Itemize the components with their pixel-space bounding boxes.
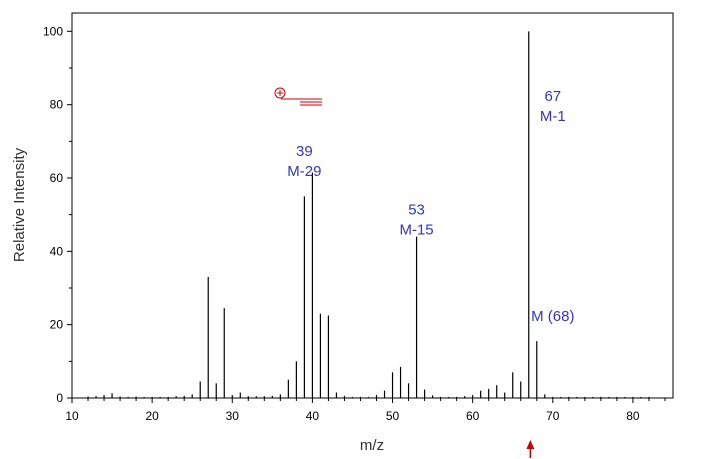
plot-frame	[71, 12, 674, 399]
peak-annotation-label: M (68)	[531, 308, 574, 325]
peak-annotation-label: 53	[408, 202, 425, 219]
x-tick-label: 20	[145, 409, 159, 423]
x-tick-label: 10	[65, 409, 79, 423]
x-tick-label: 50	[386, 409, 400, 423]
spectrum-bars	[87, 31, 650, 398]
x-axis-label: m/z	[360, 437, 384, 454]
y-tick-label: 80	[50, 98, 64, 112]
x-tick-label: 40	[306, 409, 320, 423]
peak-annotation-label: 39	[296, 143, 313, 160]
y-axis-label: Relative Intensity	[11, 147, 28, 262]
y-tick-label: 60	[50, 171, 64, 185]
molecular-ion-marker-icon	[526, 440, 535, 458]
x-tick-label: 30	[226, 409, 240, 423]
y-tick-label: 40	[50, 244, 64, 258]
y-tick-label: 20	[50, 318, 64, 332]
y-tick-label: 100	[43, 24, 63, 38]
peak-annotations: 39 M-29 53 M-15 67 M-1 M (68)	[287, 88, 574, 325]
peak-annotation-label: M-1	[540, 108, 566, 125]
axis-ticks: 10 20 30 40 50 60 70 80 0 20 40 60 80 100	[43, 24, 666, 423]
x-tick-label: 80	[626, 409, 640, 423]
x-tick-label: 70	[546, 409, 560, 423]
x-tick-label: 60	[466, 409, 480, 423]
y-tick-label: 0	[56, 391, 63, 405]
fragment-structure-icon	[274, 87, 322, 106]
peak-annotation-label: M-15	[399, 222, 433, 239]
marker-arrowhead	[526, 440, 535, 449]
peak-annotation-label: M-29	[287, 163, 321, 180]
peak-annotation-label: 67	[544, 88, 561, 105]
